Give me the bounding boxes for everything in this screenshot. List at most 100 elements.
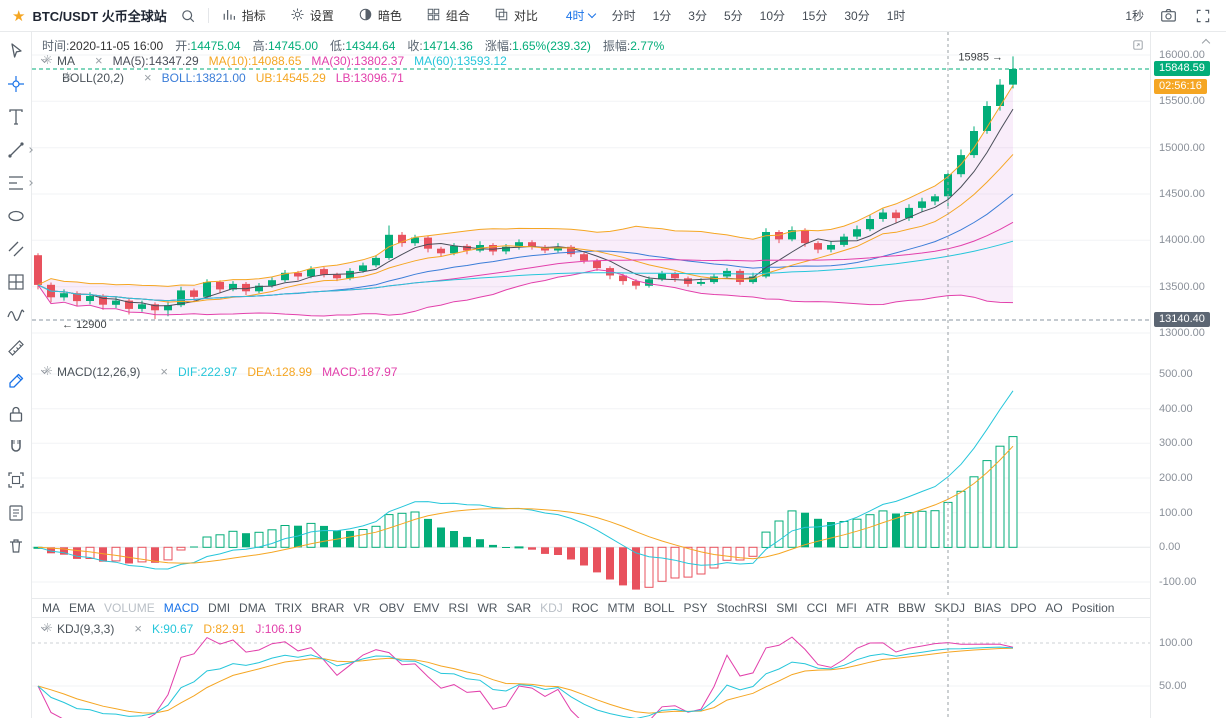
tab-trix[interactable]: TRIX	[274, 601, 303, 615]
tab-bbw[interactable]: BBW	[898, 601, 926, 615]
cursor-icon[interactable]	[6, 41, 26, 61]
menu-label: 组合	[445, 9, 470, 23]
menu-label: 暗色	[377, 9, 402, 23]
ellipse-icon[interactable]	[6, 206, 26, 226]
tab-emv[interactable]: EMV	[413, 601, 440, 615]
kdj-chart[interactable]	[32, 618, 1150, 718]
tab-boll[interactable]: BOLL	[643, 601, 675, 615]
chevron-down-icon	[587, 9, 596, 19]
menu-label: 设置	[309, 9, 334, 23]
tab-stochrsi[interactable]: StochRSI	[716, 601, 768, 615]
tab-smi[interactable]: SMI	[776, 601, 798, 615]
menu-theme[interactable]: 暗色	[358, 7, 402, 25]
tab-kdj[interactable]: KDJ	[540, 601, 563, 615]
interval-1s-button[interactable]: 1秒	[1125, 9, 1144, 23]
scroll-up-icon[interactable]	[1201, 38, 1211, 48]
tab-obv[interactable]: OBV	[379, 601, 405, 615]
chart-menu: 指标 设置 暗色 组合 对比	[222, 7, 538, 25]
axis-label: 400.00	[1159, 402, 1193, 415]
indicator-value: DIF:222.97	[177, 365, 238, 379]
candlestick-chart[interactable]: 15985 → ← 12900	[32, 32, 1150, 358]
timeframe-button[interactable]: 1时	[886, 9, 906, 23]
trash-icon[interactable]	[6, 536, 26, 556]
symbol-title: BTC/USDT 火币全球站	[32, 9, 167, 24]
close-icon[interactable]: ×	[144, 70, 152, 85]
crosshair-icon[interactable]	[6, 74, 26, 94]
timeframe-button[interactable]: 1分	[652, 9, 672, 23]
timeframe-button[interactable]: 5分	[723, 9, 743, 23]
text-tool-icon[interactable]	[6, 107, 26, 127]
camera-icon[interactable]	[1157, 5, 1179, 27]
magnet-icon[interactable]	[6, 437, 26, 457]
tab-skdj[interactable]: SKDJ	[934, 601, 966, 615]
timeframe-dropdown[interactable]: 4时	[566, 7, 596, 24]
tab-dpo[interactable]: DPO	[1010, 601, 1037, 615]
tab-cci[interactable]: CCI	[806, 601, 828, 615]
order-icon[interactable]	[6, 503, 26, 523]
close-icon[interactable]: ×	[95, 53, 103, 68]
macd-pane[interactable]: MACD(12,26,9) × DIF:222.97 DEA:128.99 MACD:1…	[32, 358, 1150, 598]
price-axis[interactable]: 16000.00 15500.00 15000.00 14500.00 14000.00…	[1150, 32, 1226, 718]
tab-macd[interactable]: MACD	[163, 601, 200, 615]
tab-volume[interactable]: VOLUME	[104, 601, 155, 615]
tab-roc[interactable]: ROC	[571, 601, 599, 615]
tab-psy[interactable]: PSY	[683, 601, 708, 615]
indicator-value: DEA:128.99	[247, 365, 313, 379]
tab-ao[interactable]: AO	[1045, 601, 1063, 615]
tab-dma[interactable]: DMA	[239, 601, 266, 615]
gann-grid-icon[interactable]	[6, 272, 26, 292]
theme-icon	[358, 7, 373, 25]
lock-icon[interactable]	[6, 404, 26, 424]
menu-compare[interactable]: 对比	[494, 7, 538, 25]
tab-rsi[interactable]: RSI	[448, 601, 469, 615]
tab-position[interactable]: Position	[1071, 601, 1115, 615]
brush-icon[interactable]	[6, 371, 26, 391]
timeframe-button[interactable]: 10分	[759, 9, 785, 23]
indicator-value: J:106.19	[255, 622, 302, 636]
menu-indicator[interactable]: 指标	[222, 7, 266, 25]
macd-chart[interactable]	[32, 358, 1150, 598]
trendline-icon[interactable]	[6, 140, 33, 160]
tab-mtm[interactable]: MTM	[607, 601, 635, 615]
wave-icon[interactable]	[6, 305, 26, 325]
tab-ma[interactable]: MA	[42, 601, 60, 615]
kdj-pane[interactable]: KDJ(9,3,3) × K:90.67 D:82.91 J:106.19	[32, 618, 1150, 718]
timeframe-button[interactable]: 3分	[688, 9, 707, 23]
ohlc-field: 涨幅:1.65%(239.32)	[484, 39, 591, 53]
favorite-star-icon[interactable]: ★	[12, 6, 26, 25]
tab-bias[interactable]: BIAS	[974, 601, 1002, 615]
d-line	[37, 647, 1014, 714]
topbar: ★ BTC/USDT 火币全球站 指标 设置 暗色 组合 对比 4时 分时 1分 3分 5分 1…	[0, 0, 1226, 32]
tab-atr[interactable]: ATR	[865, 601, 890, 615]
low-annotation: ← 12900	[62, 319, 107, 331]
parallel-lines-icon[interactable]	[6, 239, 26, 259]
main-chart-pane[interactable]: 15985 → ← 12900 时间:2020-11-05 16:00 开:1447…	[32, 32, 1150, 358]
close-icon[interactable]: ×	[134, 621, 142, 636]
menu-gear[interactable]: 设置	[290, 7, 334, 25]
k-line	[37, 646, 1014, 718]
tab-dmi[interactable]: DMI	[208, 601, 231, 615]
indicator-value: MACD:187.97	[322, 365, 398, 379]
timeframe-button[interactable]: 30分	[844, 9, 870, 23]
close-icon[interactable]: ×	[160, 364, 168, 379]
timeframe-button[interactable]: 15分	[802, 9, 828, 23]
submenu-chevron-icon	[26, 147, 33, 153]
fullscreen-icon[interactable]	[1192, 5, 1214, 27]
indicator-value: UB:14545.29	[255, 71, 326, 85]
snapshot-icon[interactable]	[6, 470, 26, 490]
drawing-toolbar	[0, 32, 33, 718]
tab-wr[interactable]: WR	[477, 601, 498, 615]
tab-vr[interactable]: VR	[353, 601, 371, 615]
search-icon[interactable]	[177, 5, 199, 27]
tab-mfi[interactable]: MFI	[836, 601, 857, 615]
timeframe-button[interactable]: 分时	[611, 9, 636, 23]
indicator-value: MA(30):13802.37	[311, 54, 405, 68]
menu-layout[interactable]: 组合	[426, 7, 470, 25]
ohlc-field: 高:14745.00	[252, 39, 319, 53]
ruler-icon[interactable]	[6, 338, 26, 358]
tab-brar[interactable]: BRAR	[311, 601, 345, 615]
fibonacci-icon[interactable]	[6, 173, 33, 193]
tab-sar[interactable]: SAR	[506, 601, 532, 615]
axis-label: 500.00	[1159, 368, 1193, 380]
tab-ema[interactable]: EMA	[69, 601, 96, 615]
